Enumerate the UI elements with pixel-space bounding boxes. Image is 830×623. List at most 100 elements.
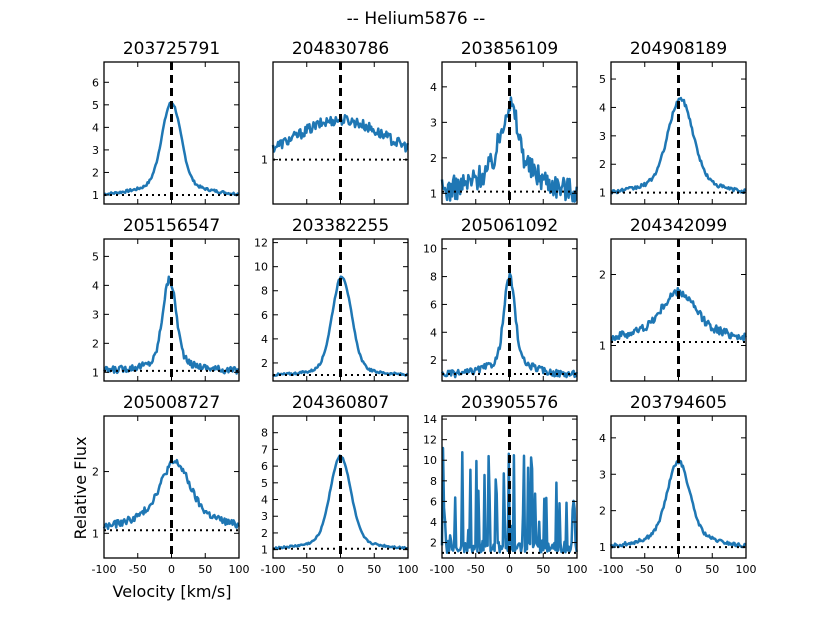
y-tick-label: 3 (430, 116, 437, 129)
panel-frame (272, 415, 409, 559)
panel-204342099: 204342099 1 2 (599, 216, 747, 382)
x-tick-label: 100 (398, 563, 419, 576)
y-tick-label: 1 (599, 541, 606, 554)
y-tick-label: 3 (92, 144, 99, 157)
panel-title: 205061092 (461, 216, 558, 236)
y-tick-label: 3 (599, 468, 606, 481)
panel-frame (103, 61, 240, 205)
panel-203382255: 203382255 2 4 6 8 10 12 (254, 216, 409, 382)
x-tick-label: 0 (675, 563, 682, 576)
panel-205008727: 205008727 1 2 -100 -50 0 50 100 (92, 393, 250, 576)
panel-204830786: 204830786 1 (261, 39, 409, 205)
y-tick-label: 7 (261, 443, 268, 456)
panel-title: 205008727 (123, 393, 220, 413)
panel-frame (441, 61, 578, 205)
panel-title: 203794605 (630, 393, 727, 413)
y-tick-label: 1 (92, 189, 99, 202)
y-tick-label: 2 (92, 337, 99, 350)
y-tick-label: 6 (261, 460, 268, 473)
panel-frame (610, 238, 747, 382)
y-tick-label: 3 (599, 130, 606, 143)
panel-title: 203725791 (123, 39, 220, 59)
y-tick-label: 2 (430, 354, 437, 367)
panel-frame (272, 238, 409, 382)
y-tick-label: 2 (92, 166, 99, 179)
flux-line (440, 96, 578, 203)
panel-title: 203905576 (461, 393, 558, 413)
y-tick-label: 2 (599, 158, 606, 171)
panel-203905576: 203905576 2 4 6 8 10 12 14 -100 -50 0 50 100 (423, 393, 588, 576)
y-tick-label: 4 (92, 279, 99, 292)
x-tick-label: 50 (705, 563, 719, 576)
y-tick-label: 6 (430, 298, 437, 311)
y-tick-label: 12 (423, 434, 437, 447)
y-tick-label: 14 (423, 413, 437, 426)
y-tick-label: 1 (599, 187, 606, 200)
panel-203725791: 203725791 1 2 3 4 5 6 (92, 39, 240, 205)
flux-line (610, 286, 747, 343)
panel-title: 205156547 (123, 216, 220, 236)
y-tick-label: 2 (599, 269, 606, 282)
x-tick-label: 0 (506, 563, 513, 576)
y-tick-label: 10 (254, 261, 268, 274)
y-tick-label: 6 (430, 495, 437, 508)
y-tick-label: 2 (430, 537, 437, 550)
y-axis-label: Relative Flux (71, 437, 90, 540)
panel-frame (441, 238, 578, 382)
panel-204908189: 204908189 1 2 3 4 5 (599, 39, 747, 205)
y-tick-label: 5 (599, 73, 606, 86)
x-tick-label: -50 (129, 563, 147, 576)
y-tick-label: 10 (423, 243, 437, 256)
x-tick-label: -100 (430, 563, 455, 576)
y-tick-label: 4 (599, 432, 606, 445)
y-tick-label: 5 (92, 99, 99, 112)
x-tick-label: 100 (736, 563, 757, 576)
y-tick-label: 1 (92, 366, 99, 379)
panel-frame (103, 238, 240, 382)
panel-205156547: 205156547 1 2 3 4 5 (92, 216, 240, 382)
panel-204360807: 204360807 1 2 3 4 5 6 7 8 -100 -50 0 50 100 (261, 393, 419, 576)
y-tick-label: 5 (261, 477, 268, 490)
x-tick-label: -50 (467, 563, 485, 576)
panel-frame (441, 415, 578, 559)
y-tick-label: 5 (92, 250, 99, 263)
y-tick-label: 12 (254, 237, 268, 250)
y-tick-label: 4 (430, 326, 437, 339)
panel-203794605: 203794605 1 2 3 4 -100 -50 0 50 100 (599, 393, 757, 576)
panel-205061092: 205061092 2 4 6 8 10 (423, 216, 578, 382)
y-tick-label: 10 (423, 454, 437, 467)
y-tick-label: 8 (430, 271, 437, 284)
y-tick-label: 4 (261, 333, 268, 346)
x-tick-label: 50 (367, 563, 381, 576)
y-tick-label: 8 (430, 475, 437, 488)
y-tick-label: 4 (430, 81, 437, 94)
x-tick-label: -50 (636, 563, 654, 576)
panel-frame (610, 61, 747, 205)
x-tick-label: -50 (298, 563, 316, 576)
panel-title: 204908189 (630, 39, 727, 59)
x-tick-label: 100 (567, 563, 588, 576)
y-tick-label: 8 (261, 427, 268, 440)
y-tick-label: 2 (430, 152, 437, 165)
y-tick-label: 1 (430, 187, 437, 200)
y-tick-label: 4 (261, 494, 268, 507)
y-tick-label: 3 (261, 510, 268, 523)
panel-frame (103, 415, 240, 559)
y-tick-label: 8 (261, 285, 268, 298)
x-tick-label: 0 (337, 563, 344, 576)
y-tick-label: 1 (92, 527, 99, 540)
y-tick-label: 1 (599, 340, 606, 353)
panel-title: 204830786 (292, 39, 389, 59)
y-tick-label: 4 (599, 101, 606, 114)
x-tick-label: -100 (599, 563, 624, 576)
panel-203856109: 203856109 1 2 3 4 (430, 39, 578, 205)
flux-line (610, 96, 747, 195)
y-tick-label: 2 (92, 466, 99, 479)
y-tick-label: 3 (92, 308, 99, 321)
flux-line (440, 272, 578, 379)
y-tick-label: 1 (261, 154, 268, 167)
panel-title: 204360807 (292, 393, 389, 413)
figure-title: -- Helium5876 -- (347, 9, 486, 29)
panel-title: 203382255 (292, 216, 389, 236)
